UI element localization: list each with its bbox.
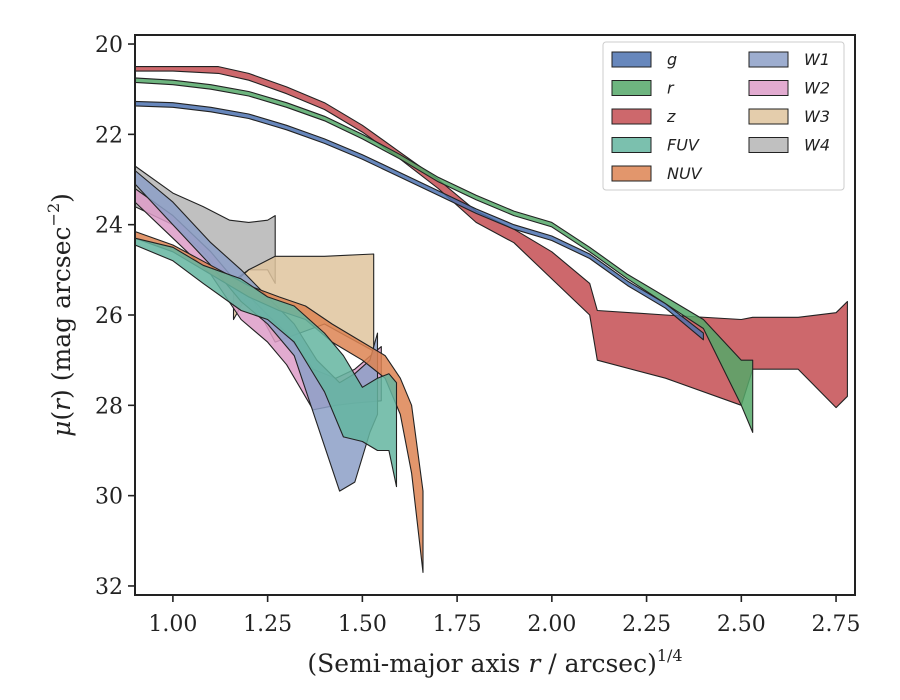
y-tick-label: 28 [95, 394, 123, 419]
legend-label-W3: W3 [804, 107, 830, 126]
legend-swatch-W3 [748, 108, 789, 125]
legend-label-NUV: NUV [667, 164, 703, 183]
x-tick-label: 2.25 [622, 612, 671, 637]
x-axis-title-pre: (Semi-major axis [307, 649, 528, 678]
legend-label-W2: W2 [804, 79, 830, 98]
y-axis-title: μ(r) (mag arcsec−2) [44, 193, 76, 437]
legend-swatch-W2 [748, 80, 789, 96]
legend-label-z: z [666, 107, 676, 126]
band-g [134, 100, 704, 341]
y-tick-label: 30 [95, 485, 123, 510]
legend-label-FUV: FUV [667, 136, 700, 155]
y-axis-title-close: ) [47, 389, 76, 399]
x-tick-label: 2.50 [717, 612, 766, 637]
band-r [134, 77, 754, 433]
legend-label-W4: W4 [804, 136, 830, 155]
legend-label-W1: W1 [804, 50, 830, 69]
y-tick-label: 24 [95, 214, 123, 239]
legend-swatch-z [611, 108, 652, 125]
y-tick-label: 26 [95, 304, 123, 329]
legend: grz FUV NUV W1 W2 W3 W4 [602, 41, 845, 191]
legend-label-r: r [667, 79, 675, 98]
x-tick-label: 1.50 [338, 612, 387, 637]
legend-swatch-g [611, 51, 652, 68]
legend-swatch-W1 [748, 51, 789, 68]
band-FUV [134, 237, 398, 488]
y-axis-ticks: 20 22 24 26 28 30 32 [95, 33, 135, 600]
x-axis-ticks: 1.00 1.25 1.50 1.75 2.00 2.25 2.50 2.75 [148, 595, 861, 637]
y-tick-label: 32 [95, 575, 123, 600]
legend-swatch-W4 [748, 137, 789, 153]
y-axis-title-var: r [47, 397, 76, 411]
x-axis-title-var: r [528, 649, 542, 678]
x-axis-title-post: / arcsec) [540, 649, 657, 678]
y-tick-label: 20 [95, 33, 123, 58]
x-axis-title-sup: 1/4 [657, 646, 683, 665]
x-tick-label: 1.25 [243, 612, 292, 637]
y-axis-title-unit: (mag arcsec [47, 226, 76, 389]
y-axis-title-mu: μ [47, 421, 76, 437]
legend-swatch-NUV [611, 165, 652, 182]
legend-swatch-FUV [611, 137, 652, 153]
legend-swatch-r [611, 80, 652, 96]
y-tick-label: 22 [95, 123, 123, 148]
y-axis-title-end: ) [47, 193, 76, 203]
series-areas [134, 66, 848, 573]
x-tick-label: 2.75 [812, 612, 861, 637]
x-tick-label: 1.00 [148, 612, 197, 637]
x-tick-label: 2.00 [527, 612, 576, 637]
x-axis-title: (Semi-major axis r / arcsec)1/4 [307, 646, 682, 678]
x-tick-label: 1.75 [433, 612, 482, 637]
legend-label-g: g [667, 50, 677, 69]
y-axis-title-open: ( [47, 411, 76, 421]
y-axis-title-sup: −2 [44, 203, 63, 227]
band-z [134, 66, 848, 409]
